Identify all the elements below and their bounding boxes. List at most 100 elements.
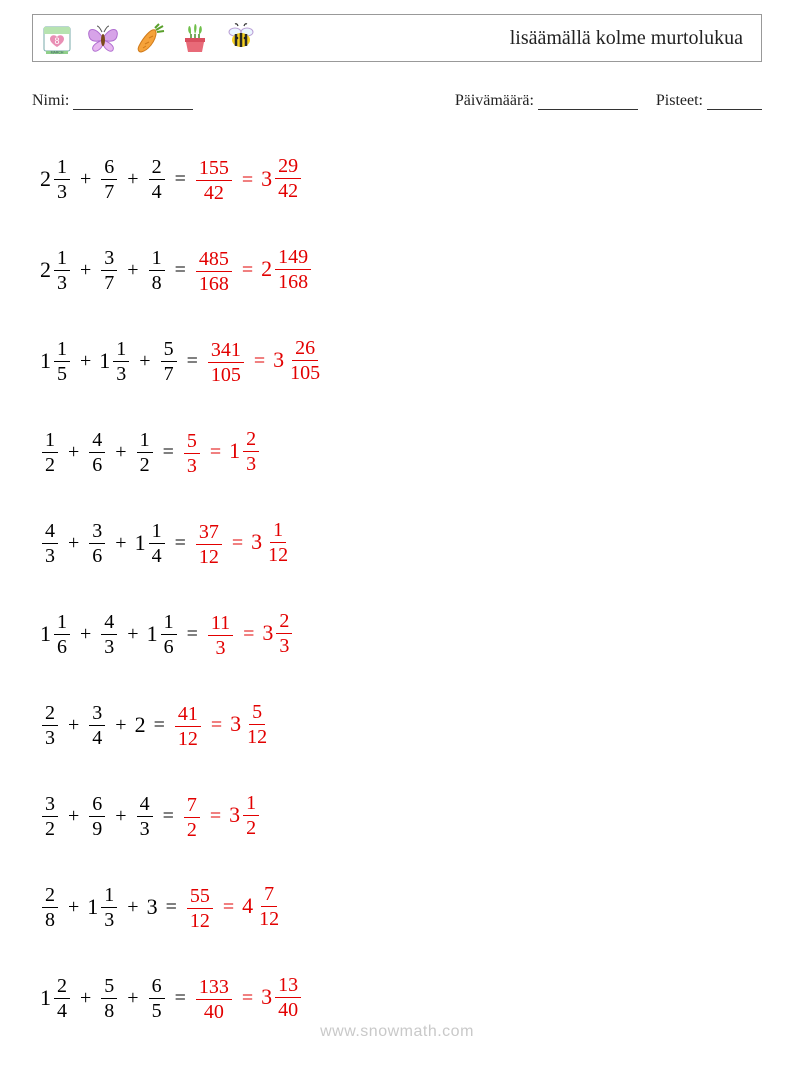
numerator: 149 (275, 247, 311, 270)
numerator: 3 (89, 703, 105, 726)
equals-sign: = (175, 533, 186, 553)
date-blank (538, 92, 638, 110)
denominator: 8 (149, 271, 165, 293)
plus-operator: + (127, 624, 138, 644)
numerator: 1 (137, 430, 153, 453)
denominator: 3 (113, 362, 129, 384)
equals-sign: = (211, 714, 222, 736)
plus-operator: + (68, 715, 79, 735)
whole-part: 1 (135, 532, 146, 554)
mixed-number: 2 149 168 (261, 247, 313, 292)
fraction: 6 9 (89, 794, 105, 839)
denominator: 105 (287, 361, 323, 383)
problem-row: 2 1 3 + 3 7 + 1 8 = 485 168 = 2 149 168 (40, 247, 760, 294)
equals-sign: = (242, 987, 253, 1009)
plus-operator: + (80, 624, 91, 644)
answer: 485 168 = 2 149 168 (194, 247, 313, 294)
problem-row: 3 2 + 6 9 + 4 3 = 7 2 = 3 1 2 (40, 793, 760, 840)
mixed-number: 1 1 5 (40, 339, 72, 384)
numerator: 37 (196, 522, 222, 545)
plus-operator: + (80, 169, 91, 189)
plus-operator: + (80, 260, 91, 280)
whole-part: 2 (40, 259, 51, 281)
fraction: 1 2 (137, 430, 153, 475)
plus-operator: + (115, 533, 126, 553)
whole-part: 1 (40, 987, 51, 1009)
denominator: 168 (196, 272, 232, 294)
fraction: 26 105 (287, 338, 323, 383)
denominator: 12 (265, 543, 291, 565)
denominator: 12 (244, 725, 270, 747)
numerator: 133 (196, 977, 232, 1000)
numerator: 4 (101, 612, 117, 635)
fraction: 2 3 (42, 703, 58, 748)
fraction: 4 3 (42, 521, 58, 566)
plus-operator: + (127, 260, 138, 280)
denominator: 3 (212, 636, 228, 658)
denominator: 4 (54, 999, 70, 1021)
fraction: 6 5 (149, 976, 165, 1021)
numerator: 29 (275, 156, 301, 179)
numerator: 1 (113, 339, 129, 362)
denominator: 3 (101, 635, 117, 657)
numerator: 1 (54, 339, 70, 362)
answer: 37 12 = 3 1 12 (194, 520, 293, 567)
denominator: 12 (196, 545, 222, 567)
equals-sign: = (175, 260, 186, 280)
mixed-number: 1 2 3 (229, 429, 261, 474)
mixed-number: 2 1 3 (40, 157, 72, 202)
mixed-number: 3 5 12 (230, 702, 272, 747)
denominator: 6 (161, 635, 177, 657)
whole-part: 1 (99, 350, 110, 372)
fraction: 5 3 (184, 431, 200, 476)
denominator: 6 (89, 544, 105, 566)
fraction: 3 4 (89, 703, 105, 748)
numerator: 2 (243, 429, 259, 452)
plant-pot-icon (177, 20, 213, 56)
numerator: 41 (175, 704, 201, 727)
numerator: 2 (276, 611, 292, 634)
equals-sign: = (223, 896, 234, 918)
problem-row: 1 2 + 4 6 + 1 2 = 5 3 = 1 2 3 (40, 429, 760, 476)
equals-sign: = (210, 805, 221, 827)
denominator: 3 (101, 908, 117, 930)
whole-part: 3 (230, 713, 241, 735)
numerator: 1 (149, 248, 165, 271)
fraction: 2 3 (243, 429, 259, 474)
denominator: 2 (42, 453, 58, 475)
equals-sign: = (232, 532, 243, 554)
plus-operator: + (115, 806, 126, 826)
plus-operator: + (68, 897, 79, 917)
denominator: 42 (275, 179, 301, 201)
answer: 155 42 = 3 29 42 (194, 156, 303, 203)
problem-row: 2 8 + 1 1 3 +3= 55 12 = 4 7 12 (40, 884, 760, 931)
problem-row: 2 1 3 + 6 7 + 2 4 = 155 42 = 3 29 42 (40, 156, 760, 203)
fraction: 155 42 (196, 158, 232, 203)
mixed-number: 3 13 40 (261, 975, 303, 1020)
numerator: 1 (101, 885, 117, 908)
fraction: 1 4 (149, 521, 165, 566)
whole-part: 1 (147, 623, 158, 645)
denominator: 5 (149, 999, 165, 1021)
equals-sign: = (210, 441, 221, 463)
fraction: 1 5 (54, 339, 70, 384)
denominator: 3 (276, 634, 292, 656)
denominator: 7 (101, 271, 117, 293)
fraction: 5 7 (161, 339, 177, 384)
fraction: 1 3 (54, 248, 70, 293)
equals-sign: = (163, 442, 174, 462)
numerator: 155 (196, 158, 232, 181)
mixed-number: 1 1 3 (87, 885, 119, 930)
numerator: 2 (149, 157, 165, 180)
svg-text:MARCH: MARCH (51, 51, 64, 55)
fraction: 1 8 (149, 248, 165, 293)
whole-part: 3 (229, 804, 240, 826)
fraction: 37 12 (196, 522, 222, 567)
fraction: 1 3 (113, 339, 129, 384)
numerator: 5 (184, 431, 200, 454)
whole-part: 3 (261, 986, 272, 1008)
equals-sign: = (242, 169, 253, 191)
equals-sign: = (163, 806, 174, 826)
worksheet-title: lisäämällä kolme murtolukua (510, 27, 743, 50)
numerator: 3 (89, 521, 105, 544)
